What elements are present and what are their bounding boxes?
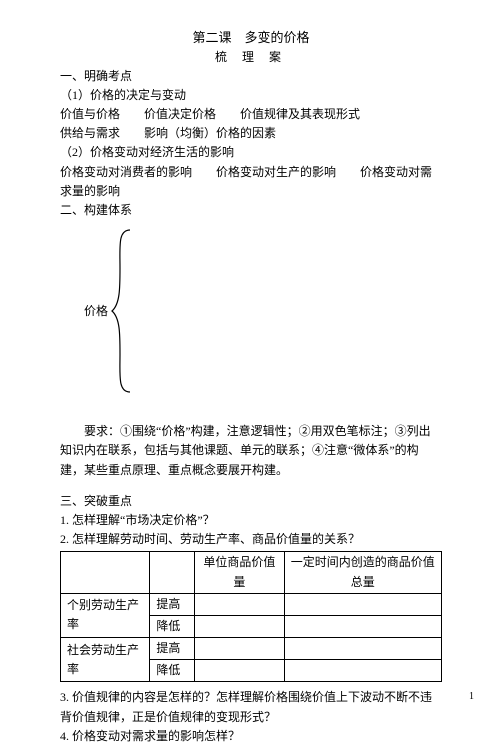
section1-line2: 供给与需求 影响（均衡）价格的因素	[60, 124, 442, 143]
table-head-3: 单位商品价值量	[195, 552, 284, 593]
section3-q2: 2. 怎样理解劳动时间、劳动生产率、商品价值量的关系？	[60, 530, 442, 549]
table-head-4: 一定时间内创造的商品价值总量	[284, 552, 441, 593]
brace-diagram: 价格	[60, 226, 442, 396]
section1-heading: 一、明确考点	[60, 67, 442, 86]
table-row: 社会劳动生产率 提高	[61, 638, 442, 660]
lesson-subtitle: 梳 理 案	[60, 48, 442, 67]
section3-heading: 三、突破重点	[60, 492, 442, 511]
section1-line1: 价值与价格 价值决定价格 价值规律及其表现形式	[60, 105, 442, 124]
row0-c2	[284, 593, 441, 615]
section3-q4: 4. 价格变动对需求量的影响怎样？	[60, 727, 442, 746]
table-head-1	[61, 552, 150, 593]
row0-c3	[195, 615, 284, 637]
section1-sub2: （2）价格变动对经济生活的影响	[60, 143, 442, 162]
row0-c1	[195, 593, 284, 615]
row0-a: 提高	[150, 593, 195, 615]
lesson-title: 第二课 多变的价格	[60, 28, 442, 48]
value-table: 单位商品价值量 一定时间内创造的商品价值总量 个别劳动生产率 提高 降低 社会劳…	[60, 551, 442, 682]
row1-b: 降低	[150, 660, 195, 682]
table-header-row: 单位商品价值量 一定时间内创造的商品价值总量	[61, 552, 442, 593]
page-number: 1	[469, 689, 474, 705]
table-row: 个别劳动生产率 提高	[61, 593, 442, 615]
section2-heading: 二、构建体系	[60, 201, 442, 220]
page: 第二课 多变的价格 梳 理 案 一、明确考点 （1）价格的决定与变动 价值与价格…	[0, 0, 502, 711]
row-label-0: 个别劳动生产率	[61, 593, 150, 637]
brace-label: 价格	[60, 302, 108, 321]
section3-q3: 3. 价值规律的内容是怎样的？怎样理解价格围绕价值上下波动不断不违背价值规律，正…	[60, 688, 442, 726]
row0-b: 降低	[150, 615, 195, 637]
row1-c1	[195, 638, 284, 660]
section3-q1: 1. 怎样理解“市场决定价格”？	[60, 511, 442, 530]
left-brace-icon	[108, 226, 144, 396]
row1-c2	[284, 638, 441, 660]
table-head-2	[150, 552, 195, 593]
row0-c4	[284, 615, 441, 637]
row1-c3	[195, 660, 284, 682]
section1-sub1: （1）价格的决定与变动	[60, 86, 442, 105]
row1-a: 提高	[150, 638, 195, 660]
section1-line3: 价格变动对消费者的影响 价格变动对生产的影响 价格变动对需求量的影响	[60, 163, 442, 201]
section2-requirement: 要求：①围绕“价格”构建，注意逻辑性；②用双色笔标注；③列出知识内在联系，包括与…	[60, 422, 442, 480]
row1-c4	[284, 660, 441, 682]
row-label-1: 社会劳动生产率	[61, 638, 150, 682]
